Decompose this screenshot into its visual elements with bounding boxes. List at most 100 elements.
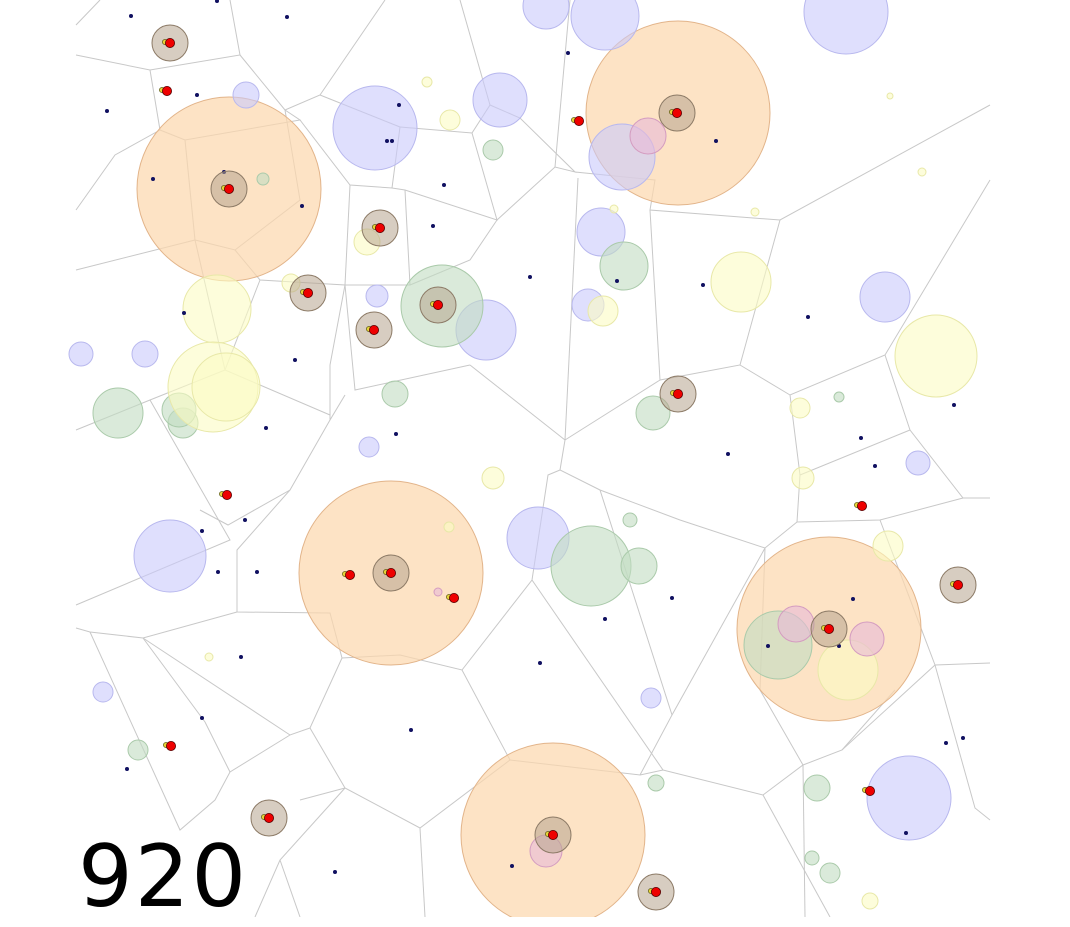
haloed-agent (939, 566, 977, 604)
navy-dot (397, 103, 401, 107)
blue-zone (640, 687, 662, 709)
navy-dot (216, 570, 220, 574)
agent-body (865, 786, 876, 797)
voronoi-edge (75, 0, 241, 71)
agent-body (548, 830, 559, 841)
blue-zone (332, 85, 418, 171)
green-zone (381, 380, 409, 408)
yellow-zone (443, 521, 455, 533)
voronoi-edge (796, 474, 964, 523)
yellow-zone (917, 167, 927, 177)
navy-dot (528, 275, 532, 279)
agent-body (448, 593, 459, 604)
blue-zone (522, 0, 570, 30)
haloed-agent (289, 274, 327, 312)
yellow-zone (886, 92, 894, 100)
voronoi-edge (564, 379, 661, 441)
haloed-agent (210, 170, 248, 208)
agent (219, 489, 232, 500)
agent-body (161, 86, 172, 97)
agent-body (302, 287, 313, 298)
blue-zone (68, 341, 94, 367)
voronoi-edge (671, 547, 766, 716)
voronoi-edge (344, 284, 471, 391)
navy-dot-layer (105, 0, 965, 874)
yellow-zone (791, 466, 815, 490)
green-zone (804, 850, 820, 866)
voronoi-edge (75, 0, 101, 26)
agent-body (824, 624, 835, 635)
navy-dot (195, 93, 199, 97)
voronoi-edge (89, 631, 291, 831)
haloed-agent (419, 286, 457, 324)
haloed-agent (659, 375, 697, 413)
yellow-zone (481, 466, 505, 490)
navy-dot (285, 15, 289, 19)
navy-dot (851, 597, 855, 601)
agent-body (857, 500, 868, 511)
yellow-zone (609, 204, 619, 214)
voronoi-edge (559, 439, 601, 491)
navy-dot (105, 109, 109, 113)
agent (163, 741, 176, 752)
blue-zone (92, 681, 114, 703)
green-zone (833, 391, 845, 403)
blue-zone (570, 0, 640, 51)
green-zone (256, 172, 270, 186)
voronoi-edge (279, 859, 301, 917)
blue-zone (358, 436, 380, 458)
navy-dot (390, 139, 394, 143)
yellow-zone (872, 530, 904, 562)
agent-body (165, 741, 176, 752)
navy-dot (442, 183, 446, 187)
haloed-agent (250, 799, 288, 837)
pink-zone (777, 605, 815, 643)
navy-dot (394, 432, 398, 436)
agent-body (574, 116, 585, 127)
navy-dot (293, 358, 297, 362)
navy-dot (538, 661, 542, 665)
frame-counter: 920 (78, 827, 249, 927)
yellow-zone (182, 274, 252, 344)
navy-dot (300, 204, 304, 208)
voronoi-edge (599, 489, 798, 549)
navy-dot (859, 436, 863, 440)
agent-body (374, 222, 385, 233)
agent-body (368, 324, 379, 335)
navy-dot (431, 224, 435, 228)
navy-dot (333, 870, 337, 874)
navy-dot (510, 864, 514, 868)
agent-body (432, 299, 443, 310)
agent-layer (151, 24, 977, 911)
agent-body (953, 580, 964, 591)
blue-zone (232, 81, 260, 109)
blue-zone (365, 284, 389, 308)
agent (854, 500, 868, 511)
blue-zone (859, 271, 911, 323)
agent-body (223, 183, 234, 194)
navy-dot (873, 464, 877, 468)
navy-dot (961, 736, 965, 740)
agent (159, 86, 172, 97)
navy-dot (182, 311, 186, 315)
voronoi-edge (802, 764, 806, 917)
voronoi-edge (884, 354, 990, 499)
yellow-zone (710, 251, 772, 313)
navy-dot (566, 51, 570, 55)
navy-dot (129, 14, 133, 18)
voronoi-edge (419, 827, 426, 917)
navy-dot (766, 644, 770, 648)
green-zone (803, 774, 831, 802)
green-zone (550, 525, 632, 607)
navy-dot (944, 741, 948, 745)
agent-body (385, 568, 396, 579)
navy-dot (215, 0, 219, 3)
voronoi-edge (75, 399, 231, 606)
green-zone (622, 512, 638, 528)
voronoi-edge (299, 787, 346, 801)
voronoi-edge (75, 611, 238, 639)
voronoi-edge (344, 184, 351, 286)
yellow-zone (894, 314, 978, 398)
haloed-agent (355, 311, 393, 349)
